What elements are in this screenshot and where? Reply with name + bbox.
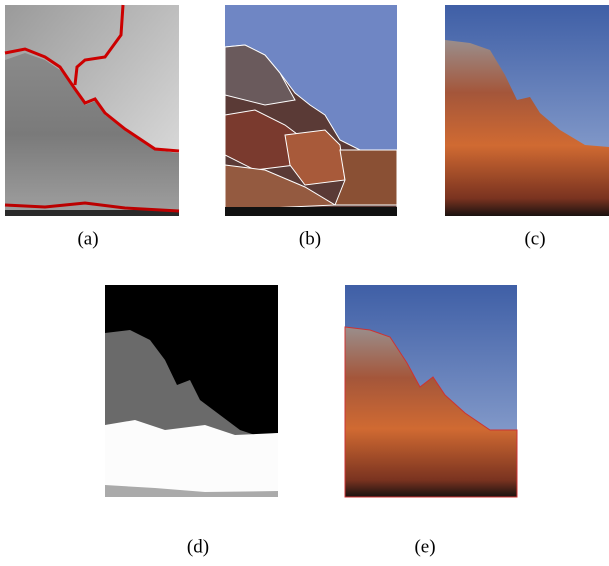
caption: (e) [414,536,435,557]
image-b [225,5,397,216]
figure: (a) (b) (c) (d) (e) [0,0,609,566]
caption: (b) [299,228,321,249]
caption: (d) [187,536,209,557]
image-e [345,285,517,497]
image-d [105,285,278,497]
caption: (c) [524,228,545,249]
image-a [5,5,179,216]
image-c [445,5,609,216]
caption: (a) [77,228,98,249]
